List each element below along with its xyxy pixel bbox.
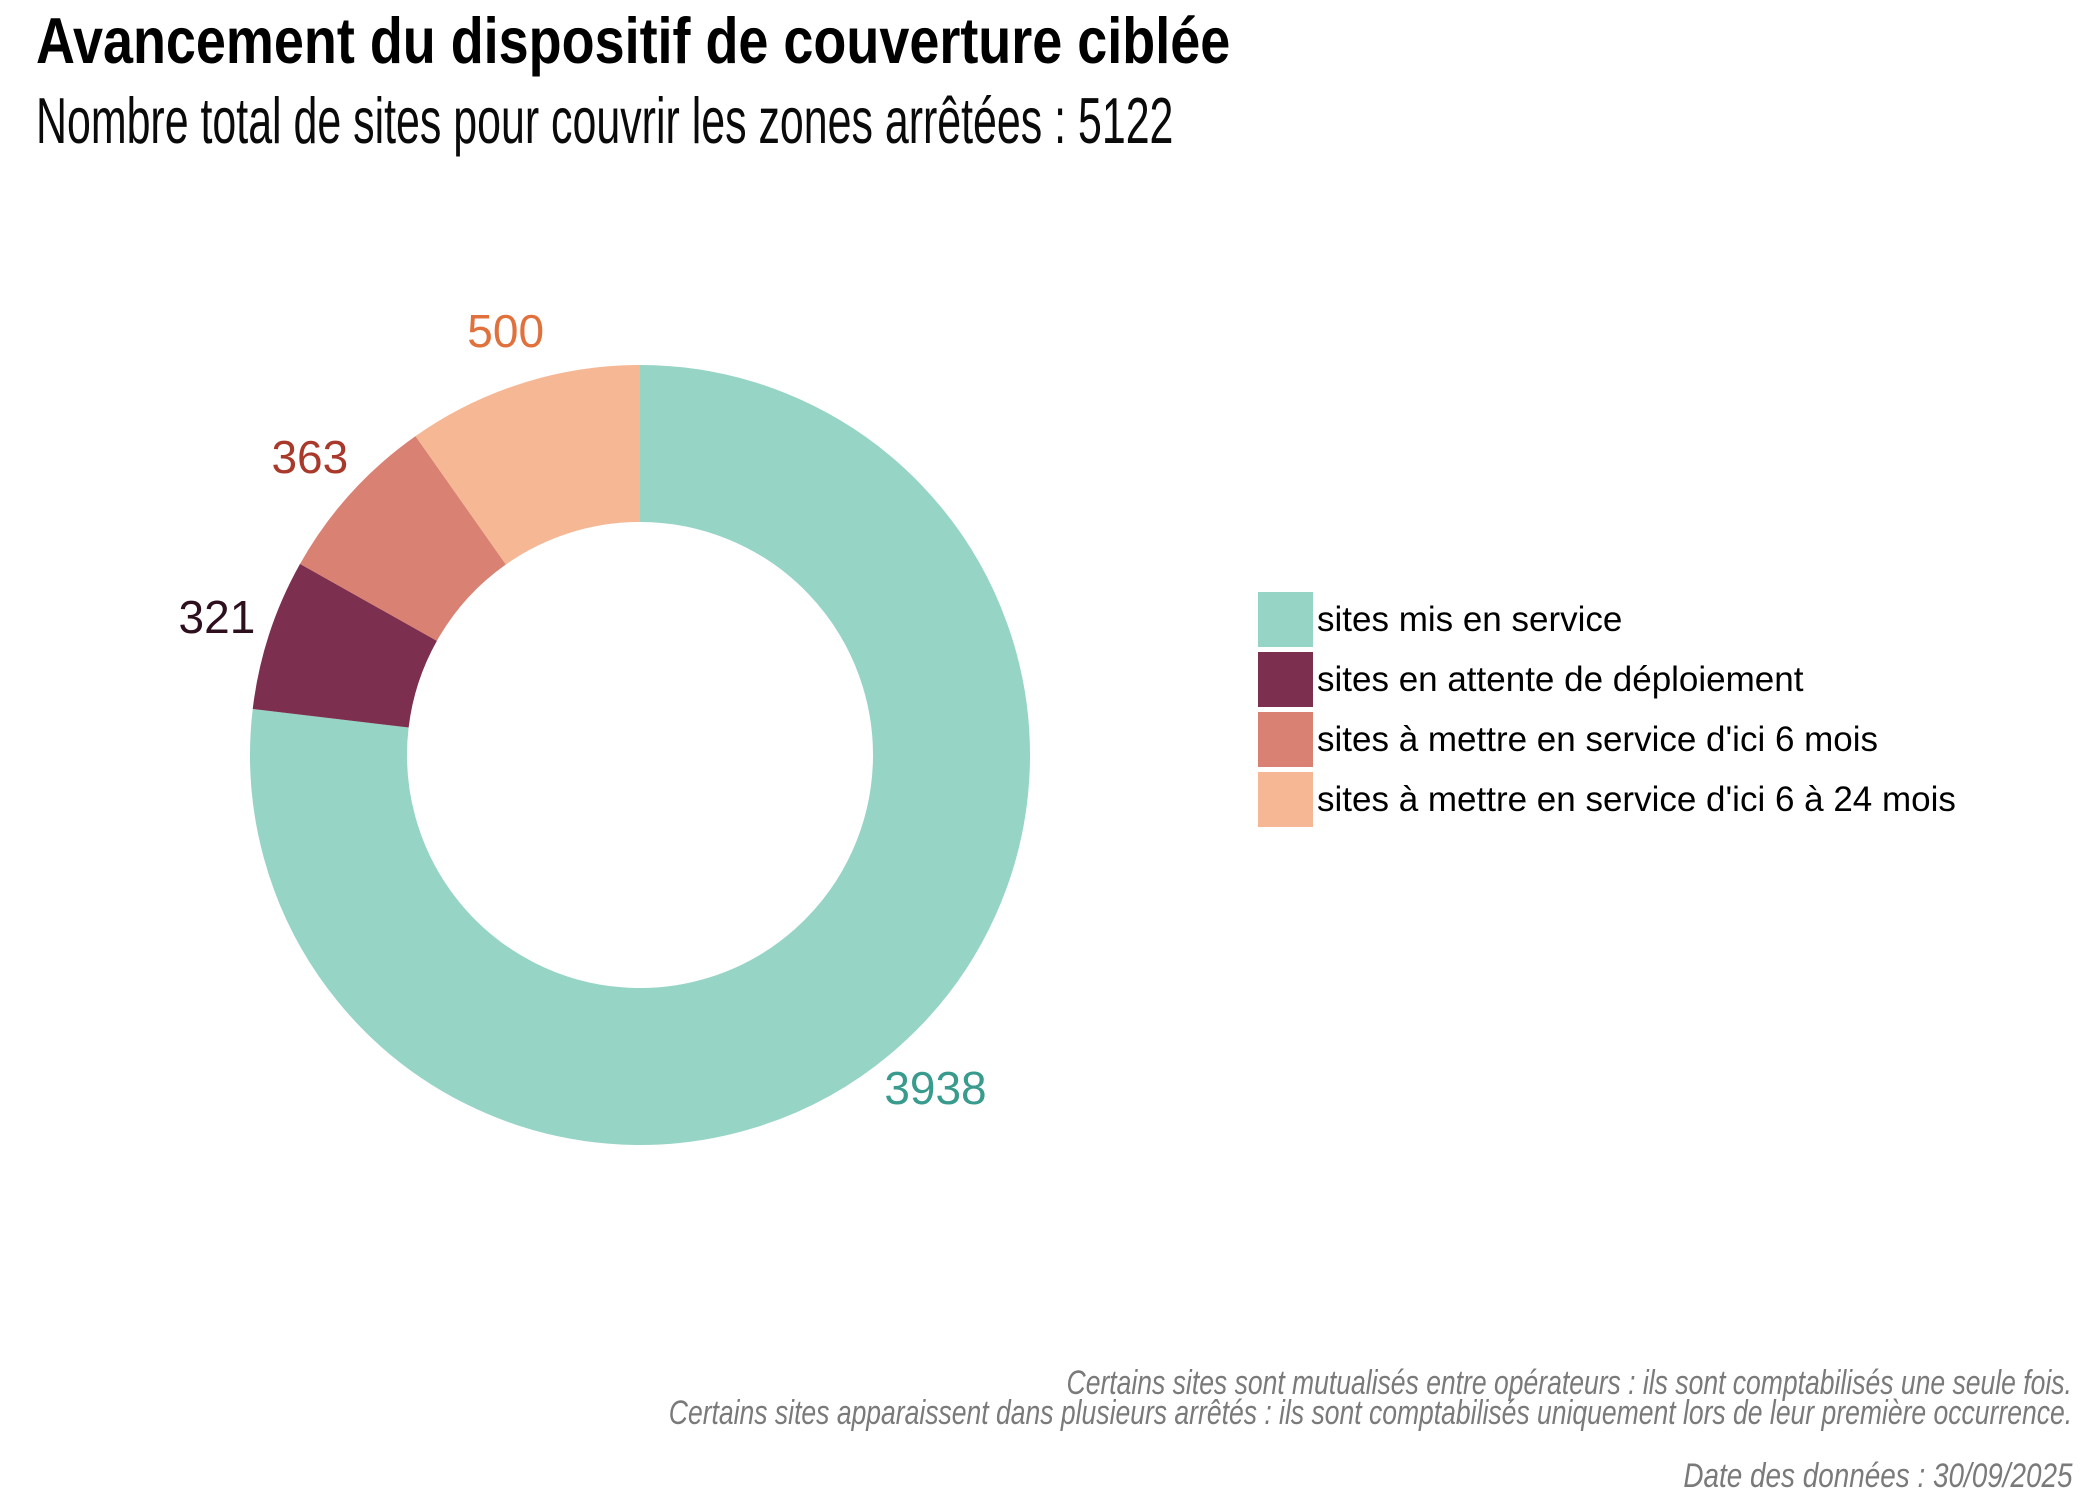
donut-value-label-1: 321	[179, 591, 256, 643]
donut-segment-2	[300, 436, 508, 643]
footnote-line-2: Certains sites apparaissent dans plusieu…	[668, 1394, 2072, 1432]
donut-value-label-2: 363	[271, 431, 348, 483]
legend-swatch-2	[1258, 712, 1313, 767]
legend-swatch-1	[1258, 652, 1313, 707]
legend-label-1: sites en attente de déploiement	[1317, 660, 1804, 699]
legend-item-1: sites en attente de déploiement	[1258, 652, 1956, 707]
legend-label-3: sites à mettre en service d'ici 6 à 24 m…	[1317, 780, 1956, 819]
legend-label-0: sites mis en service	[1317, 600, 1623, 639]
page-title: Avancement du dispositif de couverture c…	[36, 4, 1231, 77]
data-date-note: Date des données : 30/09/2025	[1682, 1457, 2072, 1495]
legend-label-2: sites à mettre en service d'ici 6 mois	[1317, 720, 1879, 759]
donut-value-label-3: 500	[467, 305, 544, 357]
donut-segment-3	[415, 365, 642, 566]
legend-item-0: sites mis en service	[1258, 592, 1956, 647]
chart-subtitle: Nombre total de sites pour couvrir les z…	[36, 84, 1174, 157]
legend-item-2: sites à mettre en service d'ici 6 mois	[1258, 712, 1956, 767]
donut-segment-0	[250, 365, 1030, 1145]
legend-swatch-3	[1258, 772, 1313, 827]
donut-segment-1	[252, 563, 438, 730]
legend-item-3: sites à mettre en service d'ici 6 à 24 m…	[1258, 772, 1956, 827]
legend-swatch-0	[1258, 592, 1313, 647]
footnote-line-1: Certains sites sont mutualisés entre opé…	[1066, 1364, 2072, 1402]
chart-legend: sites mis en service sites en attente de …	[1258, 592, 1956, 832]
donut-value-label-0: 3938	[884, 1062, 986, 1114]
